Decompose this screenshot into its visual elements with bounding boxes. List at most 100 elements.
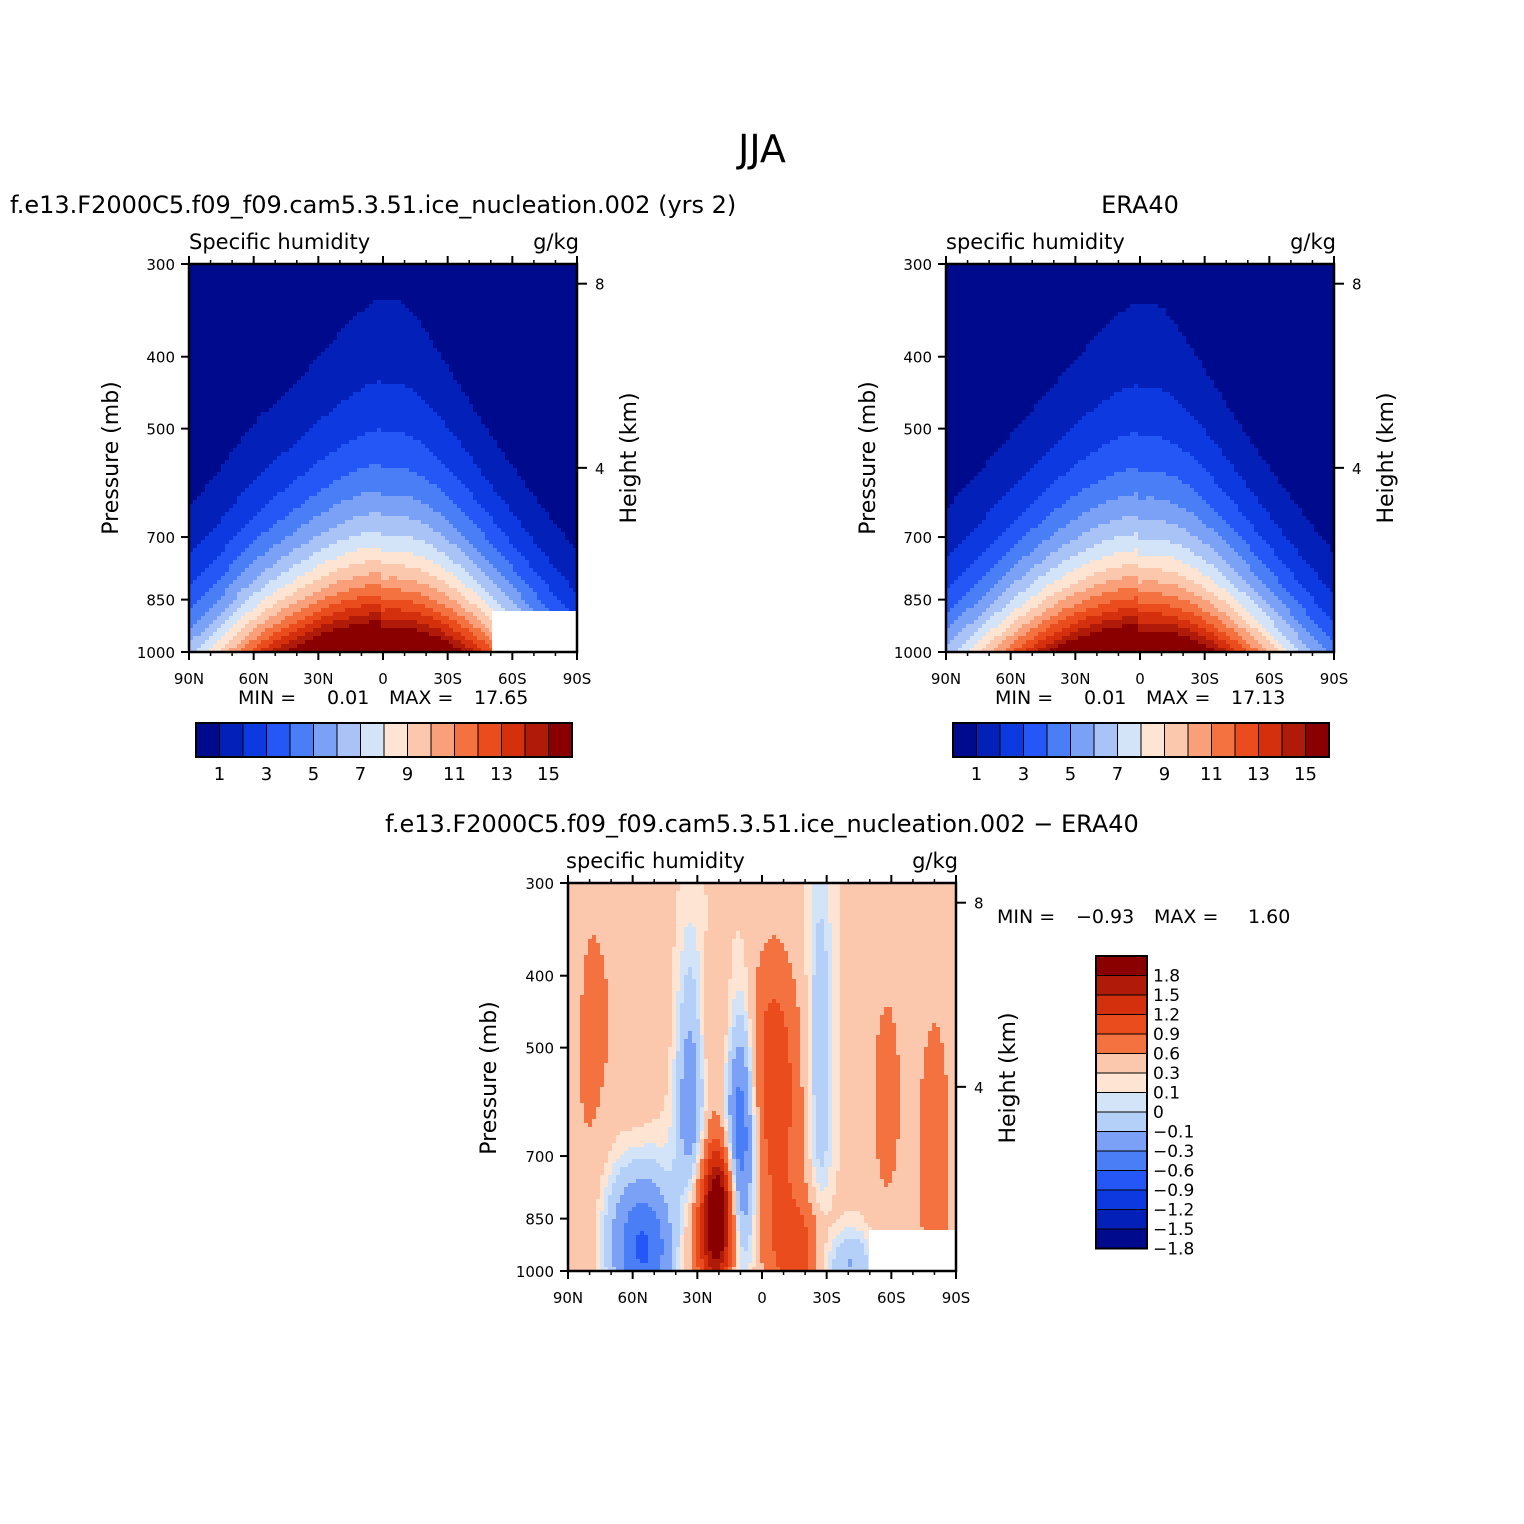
model-field-cell <box>393 352 398 357</box>
model-field-cell <box>249 320 254 325</box>
model-field-cell <box>549 332 554 337</box>
model-field-cell <box>433 412 438 417</box>
model-field-cell <box>285 372 290 377</box>
model-field-cell <box>361 312 366 317</box>
model-field-cell <box>205 348 210 353</box>
model-field-cell <box>229 400 234 405</box>
model-field-cell <box>333 396 338 401</box>
model-field-cell <box>469 456 474 461</box>
model-field-cell <box>413 296 418 301</box>
model-field-cell <box>569 308 574 313</box>
model-field-cell <box>457 408 462 413</box>
model-field-cell <box>537 388 542 393</box>
model-field-cell <box>401 408 406 413</box>
model-field-cell <box>213 300 218 305</box>
model-field-cell <box>361 444 366 449</box>
model-field-cell <box>525 308 530 313</box>
model-field-cell <box>333 400 338 405</box>
model-field-cell <box>413 276 418 281</box>
model-field-cell <box>381 388 386 393</box>
model-field-cell <box>533 268 538 273</box>
model-field-cell <box>445 308 450 313</box>
model-field-cell <box>301 392 306 397</box>
model-field-cell <box>341 380 346 385</box>
model-field-cell <box>389 376 394 381</box>
model-field-cell <box>421 336 426 341</box>
model-field-cell <box>469 432 474 437</box>
model-field-cell <box>429 388 434 393</box>
model-field-cell <box>333 336 338 341</box>
model-field-cell <box>509 304 514 309</box>
model-field-cell <box>249 300 254 305</box>
model-field-cell <box>557 280 562 285</box>
model-field-cell <box>385 324 390 329</box>
model-field-cell <box>401 336 406 341</box>
model-field-cell <box>365 280 370 285</box>
model-field-cell <box>305 460 310 465</box>
model-field-cell <box>281 276 286 281</box>
model-field-cell <box>193 468 198 473</box>
model-field-cell <box>405 276 410 281</box>
model-field-cell <box>509 380 514 385</box>
model-field-cell <box>509 328 514 333</box>
model-field-cell <box>513 456 518 461</box>
model-field-cell <box>393 300 398 305</box>
model-field-cell <box>197 392 202 397</box>
model-field-cell <box>381 452 386 457</box>
model-field-cell <box>337 396 342 401</box>
model-field-cell <box>253 272 258 277</box>
model-field-cell <box>561 352 566 357</box>
model-field-cell <box>525 288 530 293</box>
model-field-cell <box>445 344 450 349</box>
model-field-cell <box>297 356 302 361</box>
model-field-cell <box>189 280 194 285</box>
model-field-cell <box>229 264 234 269</box>
model-field-cell <box>305 312 310 317</box>
model-field-cell <box>393 416 398 421</box>
model-field-cell <box>349 444 354 449</box>
model-field-cell <box>353 460 358 465</box>
model-field-cell <box>481 360 486 365</box>
model-field-cell <box>261 316 266 321</box>
model-field-cell <box>277 280 282 285</box>
model-field-cell <box>201 376 206 381</box>
model-field-cell <box>449 312 454 317</box>
model-field-cell <box>221 336 226 341</box>
model-field-cell <box>345 320 350 325</box>
model-field-cell <box>437 424 442 429</box>
model-field-cell <box>409 364 414 369</box>
model-field-cell <box>225 424 230 429</box>
model-field-cell <box>245 292 250 297</box>
model-field-cell <box>285 292 290 297</box>
model-field-cell <box>297 440 302 445</box>
model-field-cell <box>341 284 346 289</box>
model-field-cell <box>221 404 226 409</box>
model-field-cell <box>265 344 270 349</box>
model-field-cell <box>509 348 514 353</box>
model-field-cell <box>277 392 282 397</box>
model-field-cell <box>317 364 322 369</box>
model-field-cell <box>381 400 386 405</box>
model-field-cell <box>321 316 326 321</box>
model-field-cell <box>517 340 522 345</box>
model-field-cell <box>313 356 318 361</box>
model-field-cell <box>413 348 418 353</box>
model-field-cell <box>385 400 390 405</box>
model-field-cell <box>489 432 494 437</box>
model-field-cell <box>501 348 506 353</box>
model-field-cell <box>369 264 374 269</box>
model-field-cell <box>289 448 294 453</box>
model-field-cell <box>553 424 558 429</box>
model-field-cell <box>309 372 314 377</box>
model-field-cell <box>389 464 394 469</box>
model-field-cell <box>417 332 422 337</box>
model-field-cell <box>441 348 446 353</box>
model-field-cell <box>369 356 374 361</box>
model-field-cell <box>493 404 498 409</box>
model-field-cell <box>221 372 226 377</box>
model-field-cell <box>241 428 246 433</box>
model-field-cell <box>229 408 234 413</box>
model-field-cell <box>505 324 510 329</box>
model-field-cell <box>353 308 358 313</box>
model-field-cell <box>261 420 266 425</box>
